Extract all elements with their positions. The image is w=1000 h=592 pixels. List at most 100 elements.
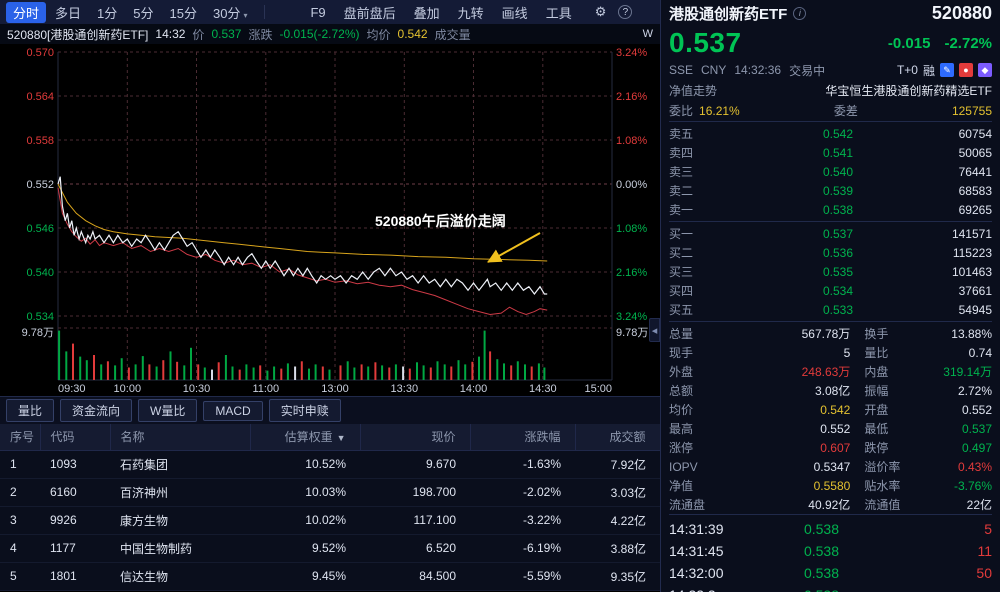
table-row[interactable]: 2 6160 百济神州 10.03% 198.700 -2.02% 3.03亿 [0, 478, 660, 507]
toolbar-action-2[interactable]: 叠加 [413, 5, 440, 21]
tick-price: 0.538 [803, 543, 839, 559]
edit-icon[interactable]: ✎ [940, 63, 954, 77]
svg-text:11:00: 11:00 [252, 383, 279, 395]
stat-value: 5 [843, 345, 851, 360]
stat-label: 开盘 [864, 403, 889, 417]
bid-row-1[interactable]: 买二 0.536 115223 [669, 243, 992, 262]
tick-row-0: 14:31:39 0.538 5 [669, 518, 992, 540]
turnover-cell: 7.92亿 [575, 450, 660, 479]
help-icon[interactable]: ? [618, 5, 633, 19]
stat-label: 换手 [864, 327, 889, 341]
book-level-label: 买五 [669, 303, 694, 317]
weibi-row: 委比 16.21% 委差 125755 [669, 100, 992, 122]
tick-list: 14:31:39 0.538 5 14:31:45 0.538 11 14:32:00 0.5… [669, 514, 992, 592]
idx-cell: 5 [0, 562, 40, 591]
stat-label: 溢价率 [864, 460, 901, 474]
col-header-0[interactable]: 序号 [0, 424, 41, 451]
red-badge-icon[interactable]: ● [959, 63, 973, 77]
sort-desc-icon[interactable]: ▼ [336, 433, 346, 444]
turnover-cell: 9.35亿 [575, 562, 660, 591]
toolbar-period-4[interactable]: 15分 [169, 5, 197, 21]
ask-row-4[interactable]: 卖一 0.538 69265 [669, 200, 992, 219]
weight-cell: 10.02% [250, 506, 360, 535]
col-header-2[interactable]: 名称 [110, 424, 251, 451]
panel-collapse-handle[interactable]: ◂ [649, 318, 660, 342]
book-volume: 37661 [958, 283, 992, 298]
toolbar-action-0[interactable]: F9 [310, 4, 326, 20]
ask-row-3[interactable]: 卖二 0.539 68583 [669, 181, 992, 200]
stat-label: 跌停 [864, 441, 889, 455]
col-header-3[interactable]: 估算权重 ▼ [250, 424, 361, 451]
svg-text:0.564: 0.564 [26, 91, 54, 103]
stat-value: 13.88% [951, 326, 992, 341]
settings-icon[interactable]: ⚙ [594, 4, 607, 19]
etf-code: 520880 [931, 2, 992, 23]
col-header-4[interactable]: 现价 [360, 424, 471, 451]
bottom-tab-1[interactable]: 资金流向 [60, 399, 133, 422]
change-value: -0.015(-2.72%) [279, 27, 360, 41]
toolbar-period-0[interactable]: 分时 [6, 1, 47, 23]
bottom-tab-0[interactable]: 量比 [6, 399, 55, 422]
tick-time: 14:31:39 [669, 521, 724, 537]
ask-row-1[interactable]: 卖四 0.541 50065 [669, 143, 992, 162]
book-level-label: 卖三 [669, 165, 694, 179]
bottom-tabs: 量比 资金流向 W量比 MACD 实时申赎 [0, 396, 660, 424]
book-level-label: 买三 [669, 265, 694, 279]
book-volume: 68583 [958, 183, 992, 198]
table-row[interactable]: 1 1093 石药集团 10.52% 9.670 -1.63% 7.92亿 [0, 450, 660, 479]
bid-row-0[interactable]: 买一 0.537 141571 [669, 224, 992, 243]
bottom-tab-4[interactable]: 实时申赎 [268, 399, 341, 422]
toolbar-period-2[interactable]: 1分 [97, 5, 118, 21]
price-value: 0.537 [211, 27, 242, 41]
table-row[interactable]: 5 1801 信达生物 9.45% 84.500 -5.59% 9.35亿 [0, 562, 660, 591]
toolbar-action-4[interactable]: 画线 [501, 5, 528, 21]
toolbar-period-5[interactable]: 30分 ▾ [212, 5, 248, 21]
quote-time: 14:32:36 [734, 63, 782, 77]
nav-trend-label[interactable]: 净值走势 [669, 83, 718, 98]
last-price: 0.537 [669, 27, 742, 58]
col-header-1[interactable]: 代码 [40, 424, 111, 451]
ask-row-0[interactable]: 卖五 0.542 60754 [669, 124, 992, 143]
stat-label: 净值 [669, 479, 694, 493]
toolbar-action-3[interactable]: 九转 [457, 5, 484, 21]
tick-volume: 5 [984, 521, 992, 537]
stat-row-1: 现手 5 量比 0.74 [669, 343, 992, 362]
svg-text:0.00%: 0.00% [616, 179, 647, 191]
intraday-chart[interactable]: 0.570 3.24% 0.564 2.16% 0.558 1.08% 0.552 0.00%… [0, 44, 660, 396]
chart-corner-icon[interactable]: W [642, 28, 653, 40]
book-price: 0.537 [822, 226, 853, 241]
price-cell: 84.500 [360, 562, 470, 591]
bid-row-2[interactable]: 买三 0.535 101463 [669, 262, 992, 281]
stat-value: 0.43% [957, 459, 992, 474]
bid-row-4[interactable]: 买五 0.533 54945 [669, 300, 992, 319]
tick-time: 14:31:45 [669, 543, 724, 559]
table-row[interactable]: 3 9926 康方生物 10.02% 117.100 -3.22% 4.22亿 [0, 506, 660, 535]
ask-row-2[interactable]: 卖三 0.540 76441 [669, 162, 992, 181]
toolbar-action-1[interactable]: 盘前盘后 [343, 5, 396, 21]
book-price: 0.539 [822, 183, 853, 198]
name-cell: 百济神州 [110, 478, 250, 507]
col-header-6[interactable]: 成交额 [575, 424, 661, 451]
stat-row-8: 净值 0.5580 贴水率 -3.76% [669, 476, 992, 495]
col-header-5[interactable]: 涨跌幅 [470, 424, 576, 451]
book-price: 0.533 [822, 302, 853, 317]
info-icon[interactable]: i [793, 6, 807, 20]
table-row[interactable]: 4 1177 中国生物制药 9.52% 6.520 -6.19% 3.88亿 [0, 534, 660, 563]
bottom-tab-3[interactable]: MACD [203, 400, 263, 421]
book-price: 0.541 [822, 145, 853, 160]
svg-text:1.08%: 1.08% [616, 223, 647, 235]
toolbar-period-1[interactable]: 多日 [55, 5, 82, 21]
bid-row-3[interactable]: 买四 0.534 37661 [669, 281, 992, 300]
stat-label: IOPV [669, 459, 698, 474]
toolbar-period-3[interactable]: 5分 [133, 5, 154, 21]
purple-badge-icon[interactable]: ◆ [978, 63, 992, 77]
weibi-label: 委比 [669, 104, 694, 118]
market-info-row: SSE CNY 14:32:36 交易中 T+0 融 ✎ ● ◆ [669, 60, 992, 80]
stat-label: 最低 [864, 422, 889, 436]
trading-status: 交易中 [789, 63, 826, 78]
toolbar-action-5[interactable]: 工具 [545, 5, 572, 21]
svg-text:13:30: 13:30 [391, 383, 419, 395]
svg-text:10:30: 10:30 [183, 383, 211, 395]
bottom-tab-2[interactable]: W量比 [138, 399, 198, 422]
svg-text:0.540: 0.540 [26, 267, 54, 279]
